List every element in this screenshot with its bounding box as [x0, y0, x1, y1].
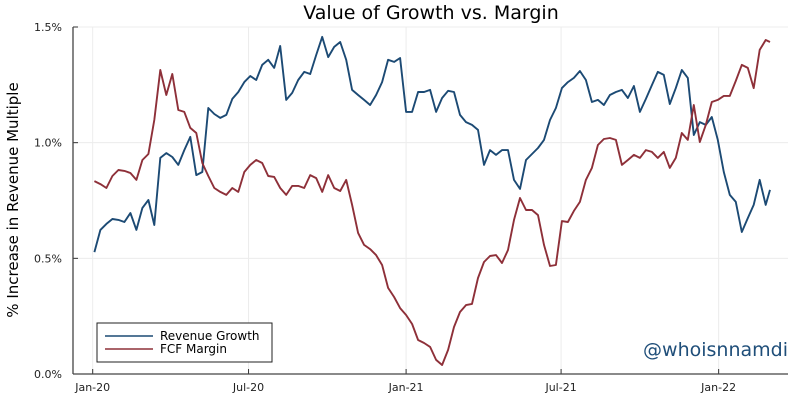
y-tick-label: 1.5%	[34, 21, 62, 34]
legend: Revenue Growth FCF Margin	[96, 322, 273, 363]
series-line-revenue-growth	[93, 35, 771, 253]
x-tick-label: Jan-22	[700, 381, 736, 394]
chart-title: Value of Growth vs. Margin	[303, 2, 559, 24]
y-tick-label: 0.0%	[34, 368, 62, 381]
x-tick-label: Jan-20	[74, 381, 110, 394]
legend-label-revenue-growth: Revenue Growth	[160, 329, 260, 343]
y-tick-label: 1.0%	[34, 137, 62, 150]
y-axis-label: % Increase in Revenue Multiple	[4, 82, 22, 317]
y-tick-label: 0.5%	[34, 252, 62, 265]
x-tick-label: Jul-20	[232, 381, 264, 394]
x-tick-label: Jan-21	[388, 381, 424, 394]
series-line-fcf-margin	[93, 39, 771, 366]
grid	[73, 26, 788, 375]
axes: Jan-20 Jul-20 Jan-21 Jul-21 Jan-22 0.0% 0.5% 1.…	[34, 21, 788, 394]
watermark-annotation: @whoisnnamdi	[643, 339, 788, 361]
x-tick-label: Jul-21	[544, 381, 576, 394]
series-lines	[93, 35, 771, 366]
legend-box	[96, 322, 273, 363]
legend-label-fcf-margin: FCF Margin	[160, 342, 227, 356]
